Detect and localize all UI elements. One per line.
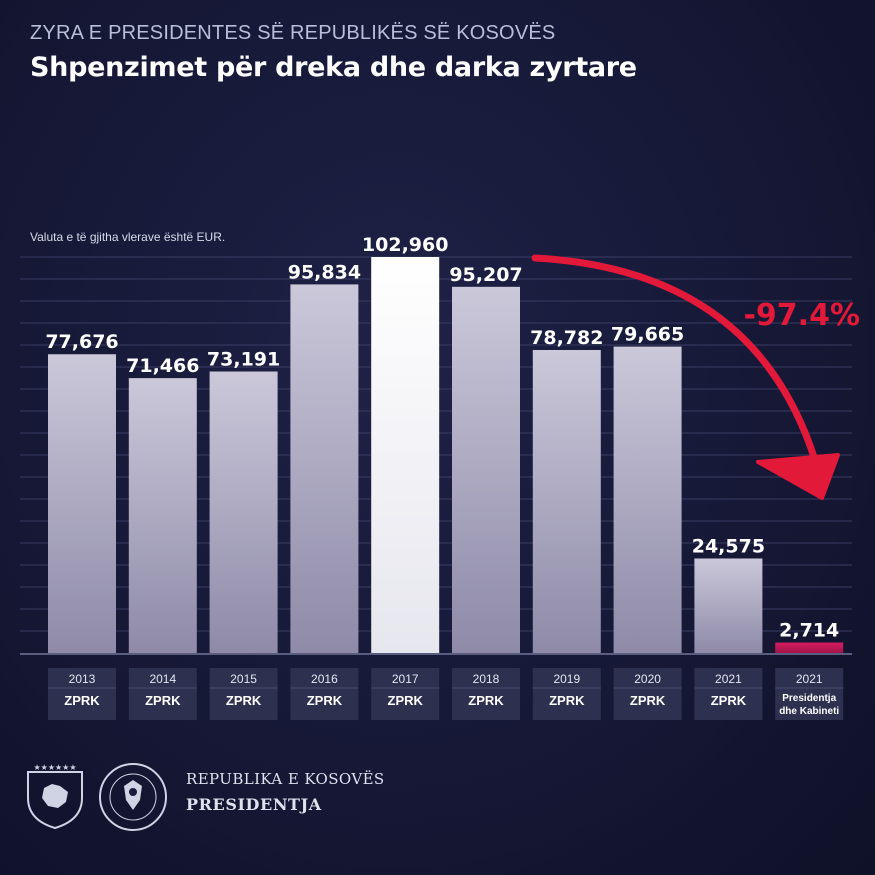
category-year-7: 2020 xyxy=(634,672,661,686)
value-label-5: 95,207 xyxy=(449,264,522,286)
category-box-7 xyxy=(613,668,682,720)
value-label-4: 102,960 xyxy=(362,234,449,256)
category-boxes: 2013 ZPRK 2014 ZPRK 2015 ZPRK 2016 ZPRK 2017 ZPRK… xyxy=(48,668,844,720)
category-label-3: ZPRK xyxy=(307,693,343,708)
office-name: ZYRA E PRESIDENTES SË REPUBLIKËS SË KOSO… xyxy=(30,22,556,44)
category-year-8: 2021 xyxy=(715,672,742,686)
decline-annotation: -97.4% xyxy=(743,298,860,333)
category-label-7: ZPRK xyxy=(630,693,666,708)
footer-presidentja: PRESIDENTJA xyxy=(186,795,322,814)
category-box-9 xyxy=(775,668,844,720)
category-label-0: ZPRK xyxy=(64,693,100,708)
value-label-6: 78,782 xyxy=(530,327,603,349)
category-year-6: 2019 xyxy=(553,672,580,686)
bars xyxy=(48,257,844,653)
category-year-4: 2017 xyxy=(392,672,419,686)
category-label-1: ZPRK xyxy=(145,693,181,708)
bar-5 xyxy=(452,286,520,653)
bar-1 xyxy=(128,378,197,653)
category-box-4 xyxy=(371,668,440,720)
arrow-curve xyxy=(531,254,822,474)
bar-0 xyxy=(48,354,116,653)
value-label-0: 77,676 xyxy=(45,331,118,353)
category-year-1: 2014 xyxy=(149,672,176,686)
category-year-3: 2016 xyxy=(311,672,338,686)
footer-republika: REPUBLIKA E KOSOVËS xyxy=(186,770,385,788)
category-box-1 xyxy=(128,668,197,720)
category-year-9: 2021 xyxy=(796,672,823,686)
value-label-3: 95,834 xyxy=(288,261,361,283)
category-label-5: ZPRK xyxy=(468,693,504,708)
chart-title: Shpenzimet për dreka dhe darka zyrtare xyxy=(30,52,637,83)
bar-2 xyxy=(209,371,278,653)
value-label-1: 71,466 xyxy=(126,355,199,377)
category-box-0 xyxy=(48,668,116,720)
category-year-0: 2013 xyxy=(69,672,96,686)
category-year-5: 2018 xyxy=(473,672,500,686)
bar-7 xyxy=(613,346,682,653)
category-box-5 xyxy=(452,668,520,720)
category-label-4: ZPRK xyxy=(388,693,424,708)
arrow-head xyxy=(756,453,840,500)
bar-9 xyxy=(775,642,844,653)
category-label-2: ZPRK xyxy=(226,693,262,708)
category-label-9: Presidentja dhe Kabineti xyxy=(779,693,839,717)
decline-arrow: -97.4% xyxy=(531,254,860,500)
bar-8 xyxy=(694,558,763,653)
category-label-8: ZPRK xyxy=(711,693,747,708)
bar-4 xyxy=(371,257,440,653)
category-year-2: 2015 xyxy=(230,672,257,686)
kosovo-coat-of-arms-icon: ★★★★★★ xyxy=(27,763,83,830)
category-box-3 xyxy=(290,668,359,720)
bar-6 xyxy=(532,349,601,653)
currency-note: Valuta e të gjitha vlerave është EUR. xyxy=(30,230,226,244)
category-box-8 xyxy=(694,668,763,720)
value-label-2: 73,191 xyxy=(207,348,280,370)
value-label-9: 2,714 xyxy=(779,620,839,642)
presidency-seal-icon xyxy=(99,763,167,831)
value-label-8: 24,575 xyxy=(692,535,765,557)
category-box-2 xyxy=(209,668,278,720)
category-box-6 xyxy=(532,668,601,720)
bar-3 xyxy=(290,284,359,653)
svg-text:★★★★★★: ★★★★★★ xyxy=(33,763,76,772)
value-label-7: 79,665 xyxy=(611,324,684,346)
category-label-6: ZPRK xyxy=(549,693,585,708)
